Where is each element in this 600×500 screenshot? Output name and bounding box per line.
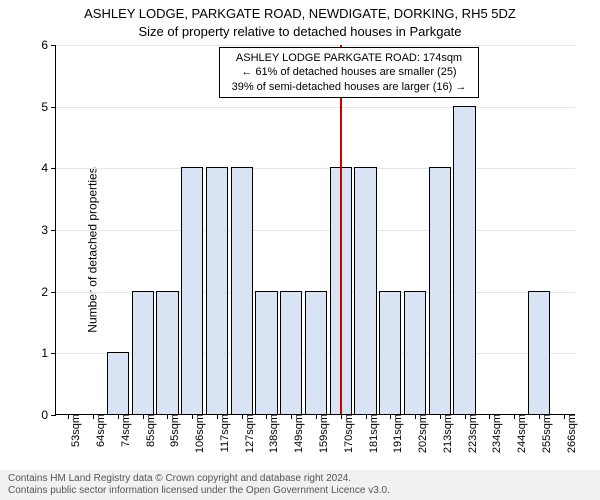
bar	[429, 167, 451, 414]
bar	[354, 167, 376, 414]
xtick-label: 85sqm	[139, 414, 157, 447]
xtick-label: 202sqm	[411, 414, 429, 453]
bar	[231, 167, 253, 414]
ytick-label: 3	[41, 223, 56, 237]
annotation-line-1: ASHLEY LODGE PARKGATE ROAD: 174sqm	[226, 51, 472, 65]
xtick-label: 244sqm	[510, 414, 528, 453]
chart-container: ASHLEY LODGE, PARKGATE ROAD, NEWDIGATE, …	[0, 0, 600, 500]
gridline	[56, 230, 575, 231]
bar	[404, 291, 426, 414]
bar	[181, 167, 203, 414]
bar	[528, 291, 550, 414]
ytick-label: 4	[41, 161, 56, 175]
chart-title-sub: Size of property relative to detached ho…	[0, 24, 600, 39]
gridline	[56, 168, 575, 169]
footer: Contains HM Land Registry data © Crown c…	[0, 470, 600, 500]
xtick-label: 213sqm	[436, 414, 454, 453]
bar	[255, 291, 277, 414]
ytick-label: 6	[41, 38, 56, 52]
xtick-label: 191sqm	[386, 414, 404, 453]
bar	[453, 106, 475, 414]
bar	[280, 291, 302, 414]
bar	[305, 291, 327, 414]
xtick-label: 149sqm	[287, 414, 305, 453]
xtick-label: 64sqm	[89, 414, 107, 447]
ytick-label: 2	[41, 285, 56, 299]
bar	[206, 167, 228, 414]
xtick-label: 95sqm	[163, 414, 181, 447]
bar	[132, 291, 154, 414]
annotation-box: ASHLEY LODGE PARKGATE ROAD: 174sqm← 61% …	[219, 47, 479, 98]
xtick-label: 181sqm	[362, 414, 380, 453]
footer-line-1: Contains HM Land Registry data © Crown c…	[8, 473, 592, 485]
xtick-label: 266sqm	[560, 414, 578, 453]
plot-area: 012345653sqm64sqm74sqm85sqm95sqm106sqm11…	[55, 45, 575, 415]
xtick-label: 74sqm	[114, 414, 132, 447]
xtick-label: 106sqm	[188, 414, 206, 453]
annotation-line-3: 39% of semi-detached houses are larger (…	[226, 80, 472, 94]
bar	[379, 291, 401, 414]
bar	[107, 352, 129, 414]
footer-line-2: Contains public sector information licen…	[8, 485, 592, 497]
ytick-label: 1	[41, 346, 56, 360]
chart-title-main: ASHLEY LODGE, PARKGATE ROAD, NEWDIGATE, …	[0, 6, 600, 21]
ytick-label: 0	[41, 408, 56, 422]
xtick-label: 234sqm	[485, 414, 503, 453]
xtick-label: 117sqm	[213, 414, 231, 452]
xtick-label: 53sqm	[64, 414, 82, 447]
gridline	[56, 107, 575, 108]
xtick-label: 223sqm	[461, 414, 479, 453]
xtick-label: 255sqm	[535, 414, 553, 453]
xtick-label: 127sqm	[238, 414, 256, 453]
xtick-label: 138sqm	[262, 414, 280, 453]
bar	[156, 291, 178, 414]
xtick-label: 159sqm	[312, 414, 330, 453]
gridline	[56, 45, 575, 46]
xtick-label: 170sqm	[337, 414, 355, 453]
annotation-line-2: ← 61% of detached houses are smaller (25…	[226, 65, 472, 79]
reference-line	[340, 45, 342, 414]
ytick-label: 5	[41, 100, 56, 114]
